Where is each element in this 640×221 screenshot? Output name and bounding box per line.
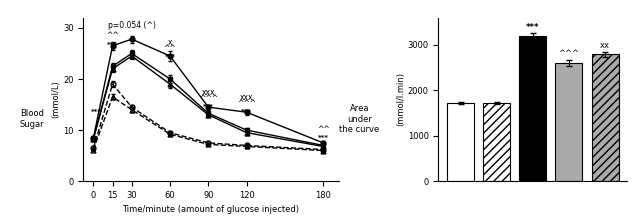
Text: Area
under
the curve: Area under the curve bbox=[339, 104, 380, 134]
Bar bbox=[556, 63, 582, 181]
Y-axis label: (mmol/L): (mmol/L) bbox=[51, 81, 60, 118]
Bar bbox=[591, 54, 619, 181]
Text: ^^: ^^ bbox=[164, 44, 177, 53]
Text: ***: *** bbox=[164, 54, 175, 60]
Text: x: x bbox=[168, 38, 172, 47]
Text: p=0.054 (^): p=0.054 (^) bbox=[108, 21, 156, 30]
Bar bbox=[519, 36, 547, 181]
Text: ***: *** bbox=[203, 104, 214, 110]
Text: ^^^: ^^^ bbox=[237, 99, 256, 108]
Text: ***: *** bbox=[318, 135, 329, 141]
Text: ***: *** bbox=[91, 109, 102, 115]
X-axis label: Time/minute (amount of glucose injected): Time/minute (amount of glucose injected) bbox=[122, 206, 300, 215]
Text: Blood
Sugar: Blood Sugar bbox=[20, 109, 44, 129]
Y-axis label: (mmol/l.min): (mmol/l.min) bbox=[396, 72, 405, 126]
Text: ***: *** bbox=[526, 23, 540, 32]
Text: xx: xx bbox=[600, 41, 610, 50]
Bar bbox=[483, 103, 510, 181]
Text: ***: *** bbox=[107, 42, 118, 48]
Text: xxx: xxx bbox=[202, 88, 215, 97]
Text: xxx: xxx bbox=[240, 93, 253, 102]
Text: ***: *** bbox=[241, 109, 252, 115]
Bar bbox=[447, 103, 474, 181]
Text: ^^: ^^ bbox=[317, 125, 330, 134]
Text: ^^^: ^^^ bbox=[559, 49, 579, 58]
Text: ^^^: ^^^ bbox=[199, 94, 218, 103]
Text: ^^: ^^ bbox=[106, 31, 119, 40]
